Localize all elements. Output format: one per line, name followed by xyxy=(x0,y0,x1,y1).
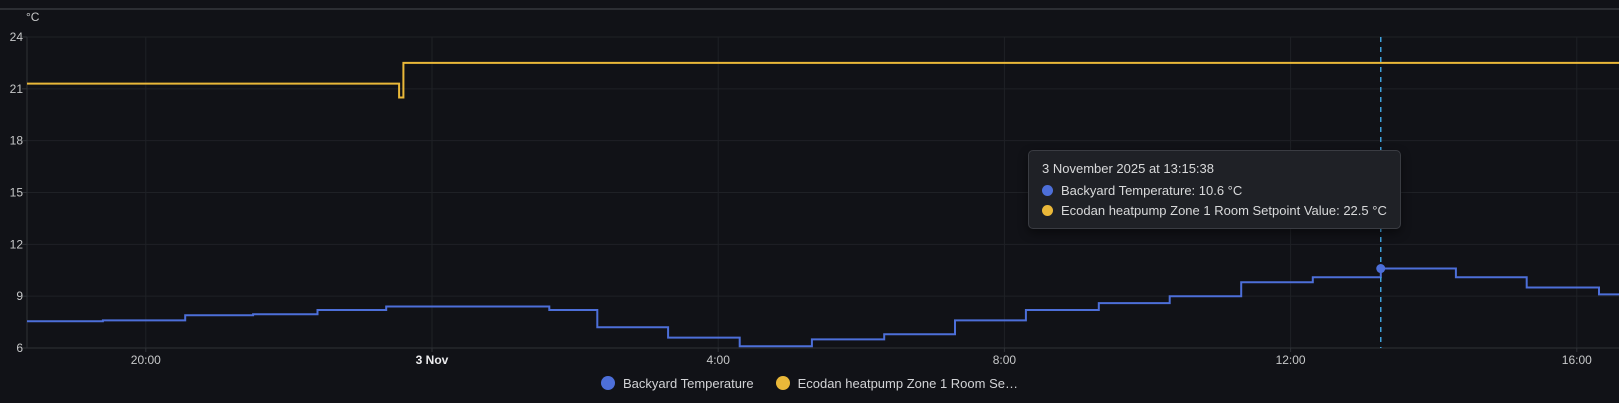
legend-label: Ecodan heatpump Zone 1 Room Se… xyxy=(797,375,1018,391)
series-color-dot xyxy=(1042,205,1053,216)
legend-item-ecodan-setpoint[interactable]: Ecodan heatpump Zone 1 Room Se… xyxy=(775,375,1018,391)
y-axis-unit-label: °C xyxy=(26,10,40,24)
x-axis-label: 16:00 xyxy=(1562,353,1592,367)
series-line-1 xyxy=(27,61,1619,99)
legend-label: Backyard Temperature xyxy=(623,375,754,391)
tooltip-row-text: Ecodan heatpump Zone 1 Room Setpoint Val… xyxy=(1061,203,1387,218)
x-axis-label: 12:00 xyxy=(1276,353,1306,367)
y-axis-label: 9 xyxy=(16,289,23,303)
legend-color-dot xyxy=(601,376,616,390)
x-axis-label: 20:00 xyxy=(131,353,161,367)
y-axis-label: 6 xyxy=(16,341,23,355)
x-axis-label: 8:00 xyxy=(993,353,1017,367)
x-axis-label: 4:00 xyxy=(707,353,731,367)
y-axis-label: 12 xyxy=(10,237,24,251)
chart-tooltip: 3 November 2025 at 13:15:38 Backyard Tem… xyxy=(1028,150,1401,229)
legend-item-backyard-temperature[interactable]: Backyard Temperature xyxy=(601,376,754,391)
series-color-dot xyxy=(1042,185,1053,196)
hover-marker-dot xyxy=(1376,264,1386,274)
y-axis-label: 21 xyxy=(10,82,24,96)
tooltip-row: Ecodan heatpump Zone 1 Room Setpoint Val… xyxy=(1042,202,1387,219)
chart-legend: Backyard Temperature Ecodan heatpump Zon… xyxy=(0,370,1619,396)
tooltip-row-text: Backyard Temperature: 10.6 °C xyxy=(1061,183,1243,198)
x-axis-label: 3 Nov xyxy=(416,353,449,367)
y-axis-label: 24 xyxy=(10,30,24,44)
panel-top-border xyxy=(0,8,1619,10)
y-axis-label: 15 xyxy=(10,186,24,200)
legend-color-dot xyxy=(775,376,790,390)
tooltip-timestamp: 3 November 2025 at 13:15:38 xyxy=(1042,161,1215,176)
y-axis-label: 18 xyxy=(10,134,24,148)
tooltip-row: Backyard Temperature: 10.6 °C xyxy=(1042,182,1387,199)
